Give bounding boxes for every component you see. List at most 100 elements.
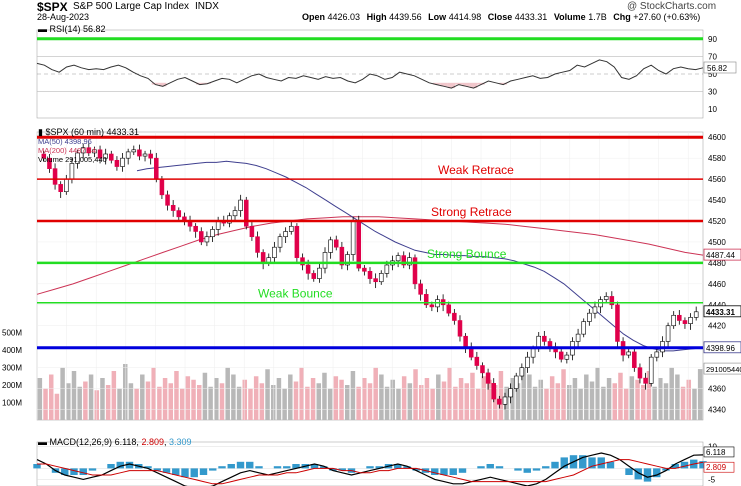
candle-body — [423, 294, 429, 306]
price-tick-label: 4560 — [708, 175, 726, 184]
candle-body — [97, 149, 103, 159]
macd-line — [36, 452, 704, 486]
volume-bar — [441, 381, 447, 420]
macd-hist-bar — [162, 468, 171, 473]
volume-bar — [492, 385, 498, 420]
low-value: 4414.98 — [448, 12, 482, 22]
candle-body — [176, 210, 182, 218]
chart-date: 28-Aug-2023 — [37, 12, 90, 22]
candle-body — [103, 153, 108, 159]
price-panel: 500M 400M 300M 200M 100M 4600 4580 4560 4540 4520… — [0, 124, 741, 424]
exchange-label: INDX — [195, 1, 219, 12]
volume-bar — [595, 367, 600, 420]
price-tick-label: 4420 — [708, 322, 726, 331]
volume-bar — [555, 383, 561, 420]
candle-body — [682, 320, 688, 324]
macd-hist-bar — [172, 468, 180, 475]
candle-body — [215, 220, 221, 230]
candle-body — [317, 267, 322, 279]
volume-bar — [367, 383, 373, 420]
candle-body — [367, 270, 373, 279]
symbol-legend: ▮ $SPX (60 min) 4433.31 — [38, 128, 139, 137]
macd-hist-bar — [190, 468, 198, 478]
x-tick-label: 16 — [447, 423, 456, 424]
candle-body — [452, 312, 457, 321]
macd-hist-bar — [662, 468, 670, 471]
volume-bar — [265, 369, 270, 420]
candle-body — [232, 210, 238, 217]
x-tick-label: 11 — [359, 423, 368, 424]
candle-body — [69, 163, 75, 180]
macd-hist-bar — [70, 468, 78, 475]
macd-hist-bar — [107, 464, 115, 469]
candle-body — [378, 273, 384, 283]
macd-hist-bar — [440, 468, 448, 475]
macd-hist-bar — [579, 455, 587, 469]
volume-bar — [157, 386, 162, 420]
candle-body — [137, 149, 142, 157]
volume-bar — [686, 379, 692, 420]
volume-current-box — [703, 362, 741, 375]
candle-body — [244, 199, 249, 227]
rsi-line — [36, 59, 704, 89]
macd-hist-bar — [514, 468, 522, 471]
macd-hist-bar — [338, 468, 346, 471]
candle-body — [249, 225, 255, 238]
volume-bar — [623, 388, 629, 420]
volume-bar — [635, 379, 640, 420]
candle-body — [519, 367, 525, 377]
candle-body — [277, 236, 283, 248]
rsi-tick-label: 30 — [708, 88, 717, 97]
rsi-oversold-fill — [440, 82, 448, 87]
volume-bar — [236, 386, 242, 420]
volume-bar — [424, 378, 430, 420]
macd-hist-bar — [412, 468, 420, 471]
volume-bar — [350, 371, 356, 420]
macd-hist-bar — [597, 457, 605, 469]
macd-hist-bar — [116, 461, 124, 469]
volume-bar — [288, 374, 293, 420]
macd-right-box — [703, 461, 735, 473]
x-tick-label: 4 — [211, 423, 216, 424]
volume-tick-label: 200M — [2, 381, 22, 390]
candle-body — [564, 354, 570, 360]
volume-bar — [407, 383, 413, 420]
volume-bar — [134, 388, 139, 420]
candle-body — [632, 351, 637, 368]
macd-hist-bar — [680, 461, 689, 469]
macd-hist-bar — [273, 466, 282, 469]
macd-hist-bar — [227, 464, 235, 469]
macd-hist-value: 3.309 — [168, 437, 192, 447]
candle-body — [637, 367, 643, 379]
volume-bar — [259, 383, 265, 420]
rsi-oversold-fill — [196, 82, 204, 85]
rsi-tick-label: 70 — [708, 52, 717, 61]
volume-bar — [282, 388, 287, 420]
volume-bar — [151, 367, 156, 420]
volume-bar — [179, 388, 185, 420]
volume-bar — [396, 388, 401, 420]
candle-body — [204, 236, 210, 243]
candle-body — [502, 396, 508, 405]
candle-body — [333, 239, 339, 248]
x-tick-label: 8 — [270, 423, 275, 424]
candle-body — [283, 231, 288, 238]
candle-body — [412, 257, 418, 285]
volume-bar — [362, 378, 367, 420]
volume-label: Volume — [553, 12, 586, 22]
volume-bar — [646, 371, 652, 420]
macd-hist-bar — [366, 466, 374, 469]
candle-body — [558, 351, 564, 360]
volume-bar — [122, 364, 128, 420]
volume-bar — [510, 378, 515, 420]
candle-body — [474, 356, 480, 366]
volume-bar — [293, 381, 299, 420]
candle-body — [238, 199, 243, 211]
volume-bar — [191, 379, 196, 420]
macd-hist-bar — [542, 466, 550, 469]
rsi-tick-label: 90 — [708, 35, 717, 44]
macd-hist-bar — [560, 457, 568, 469]
macd-hist-bar — [699, 461, 707, 469]
macd-hist-bar — [532, 468, 541, 471]
